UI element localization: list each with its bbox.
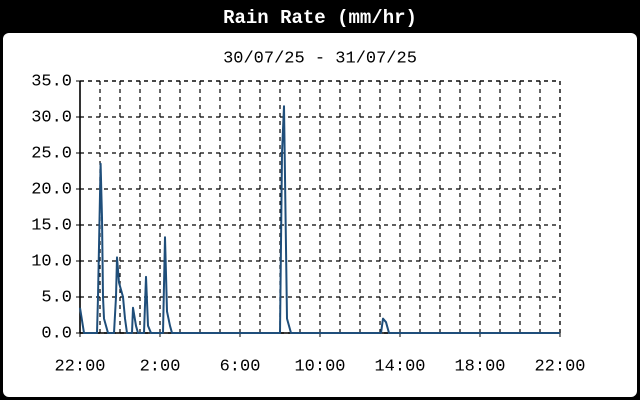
y-tick-label: 25.0 xyxy=(31,144,72,163)
x-tick-label: 22:00 xyxy=(54,357,105,376)
rain-line xyxy=(79,105,560,334)
y-tick-label: 35.0 xyxy=(31,72,72,91)
chart-subtitle: 30/07/25 - 31/07/25 xyxy=(223,49,417,68)
y-tick-label: 15.0 xyxy=(31,216,72,235)
x-tick-label: 18:00 xyxy=(454,357,505,376)
y-tick-label: 10.0 xyxy=(31,252,72,271)
y-tick-label: 20.0 xyxy=(31,180,72,199)
x-tick-label: 10:00 xyxy=(294,357,345,376)
x-tick-label: 22:00 xyxy=(534,357,585,376)
x-tick-label: 14:00 xyxy=(374,357,425,376)
y-tick-label: 5.0 xyxy=(41,288,72,307)
chart-title: Rain Rate (mm/hr) xyxy=(223,7,417,29)
y-tick-label: 30.0 xyxy=(31,108,72,127)
y-tick-label: 0.0 xyxy=(41,324,72,343)
x-tick-label: 6:00 xyxy=(220,357,261,376)
x-tick-label: 2:00 xyxy=(140,357,181,376)
panel xyxy=(3,33,637,397)
